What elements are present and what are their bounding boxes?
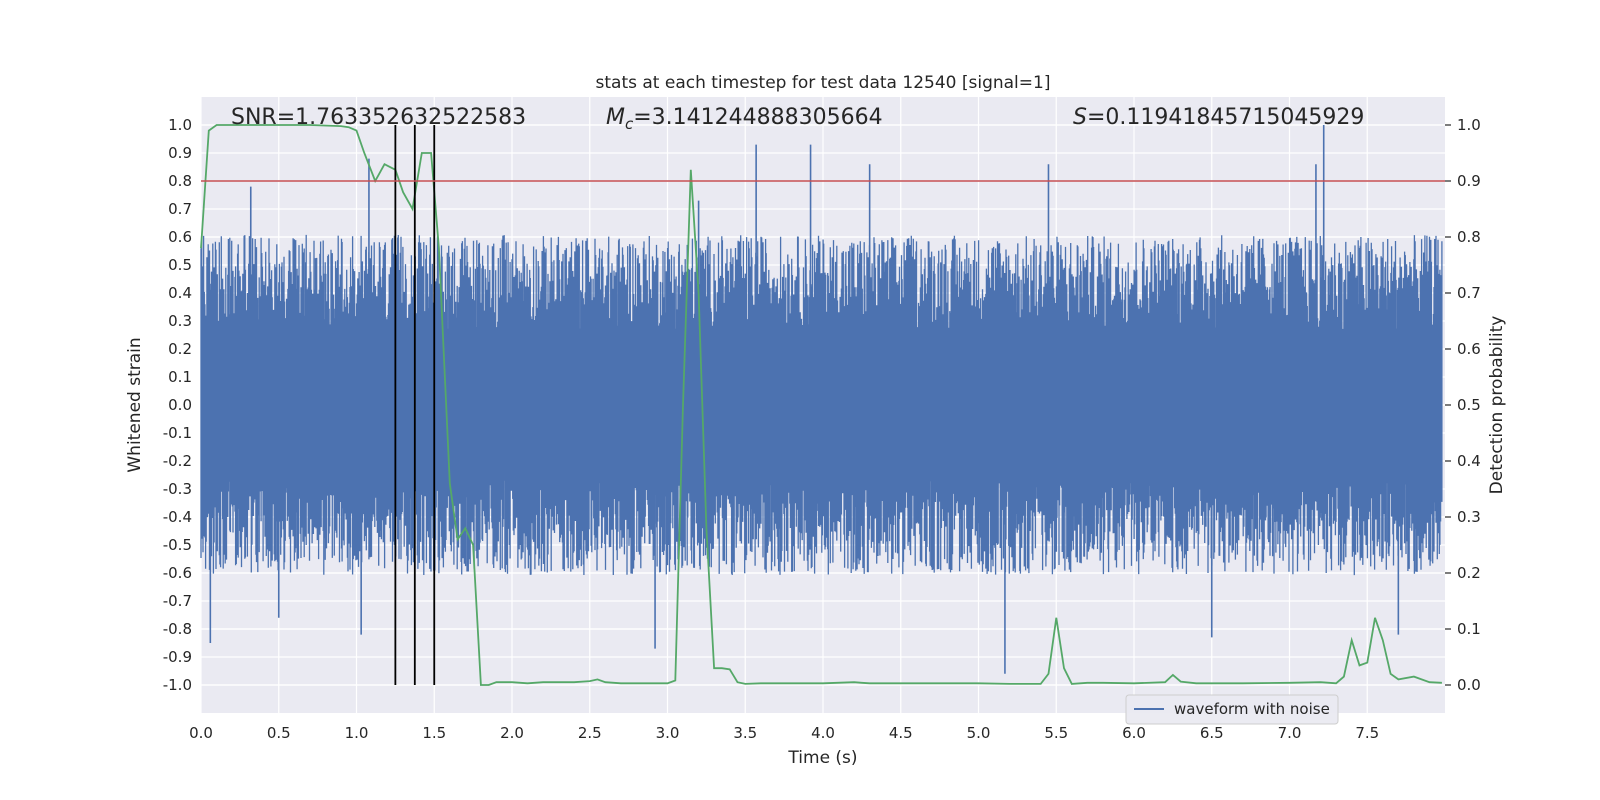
y-left-tick-label: -0.9 bbox=[163, 648, 192, 666]
legend: waveform with noise bbox=[1125, 694, 1339, 725]
y-right-tick-label: 0.4 bbox=[1457, 452, 1481, 470]
x-tick-label: 3.0 bbox=[656, 724, 680, 742]
y-right-tick-label: 0.5 bbox=[1457, 396, 1481, 414]
y-right-tick-label: 0.1 bbox=[1457, 620, 1481, 638]
mc-symbol: M bbox=[606, 105, 625, 130]
y-right-tick-label: 0.7 bbox=[1457, 284, 1481, 302]
x-tick-label: 0.0 bbox=[189, 724, 213, 742]
y-right-axis-label: Detection probability bbox=[1487, 316, 1507, 495]
y-left-tick-label: 0.5 bbox=[168, 256, 192, 274]
waveform-series bbox=[200, 125, 1443, 674]
x-axis-ticks: 0.0 0.5 1.0 1.5 2.0 2.5 3.0 3.5 4.0 4.5 5.0 5.5 6.0 6… bbox=[189, 724, 1379, 742]
x-tick-label: 3.5 bbox=[733, 724, 757, 742]
s-symbol: S bbox=[1073, 105, 1087, 130]
waveform-noise-band bbox=[200, 234, 1443, 576]
y-left-tick-label: 0.9 bbox=[168, 144, 192, 162]
y-left-tick-label: 0.0 bbox=[168, 396, 192, 414]
y-right-tick-label: 0.2 bbox=[1457, 564, 1481, 582]
y-left-tick-label: 0.4 bbox=[168, 284, 192, 302]
y-left-tick-label: -1.0 bbox=[163, 676, 192, 694]
detection-probability-line bbox=[200, 124, 1442, 686]
x-tick-label: 4.5 bbox=[889, 724, 913, 742]
x-tick-label: 6.0 bbox=[1122, 724, 1146, 742]
y-left-tick-label: -0.6 bbox=[163, 564, 192, 582]
y-left-tick-label: 0.7 bbox=[168, 200, 192, 218]
y-left-tick-label: 0.8 bbox=[168, 172, 192, 190]
y-right-tick-label: 0.3 bbox=[1457, 508, 1481, 526]
y-left-tick-label: 1.0 bbox=[168, 116, 192, 134]
y-left-tick-label: -0.8 bbox=[163, 620, 192, 638]
x-tick-label: 1.5 bbox=[422, 724, 446, 742]
detection-probability-series bbox=[200, 124, 1442, 686]
x-tick-label: 1.0 bbox=[345, 724, 369, 742]
y-right-tick-label: 0.9 bbox=[1457, 172, 1481, 190]
s-annotation: S=0.11941845715045929 bbox=[1073, 105, 1364, 130]
mc-subscript: c bbox=[625, 115, 634, 133]
x-tick-label: 6.5 bbox=[1200, 724, 1224, 742]
mc-value: =3.141244888305664 bbox=[633, 105, 882, 130]
legend-box bbox=[1125, 694, 1339, 725]
y-left-tick-label: -0.1 bbox=[163, 424, 192, 442]
y-left-tick-label: -0.5 bbox=[163, 536, 192, 554]
y-right-tick-label: 1.0 bbox=[1457, 116, 1481, 134]
y-right-tick-label: 0.6 bbox=[1457, 340, 1481, 358]
x-tick-label: 7.5 bbox=[1355, 724, 1379, 742]
x-axis-label: Time (s) bbox=[787, 748, 857, 768]
y-left-axis-ticks: 1.0 0.9 0.8 0.7 0.6 0.5 0.4 0.3 0.2 0.1 0.0 -0.1 -0.… bbox=[163, 116, 192, 694]
y-left-tick-label: 0.1 bbox=[168, 368, 192, 386]
x-tick-label: 0.5 bbox=[267, 724, 291, 742]
y-left-tick-label: 0.3 bbox=[168, 312, 192, 330]
x-tick-label: 2.5 bbox=[578, 724, 602, 742]
y-left-tick-label: -0.3 bbox=[163, 480, 192, 498]
y-right-tick-label: 0.8 bbox=[1457, 228, 1481, 246]
s-value: =0.11941845715045929 bbox=[1087, 105, 1364, 130]
chart-title: stats at each timestep for test data 125… bbox=[596, 73, 1051, 93]
y-right-tick-label: 0.0 bbox=[1457, 676, 1481, 694]
y-left-axis-label: Whitened strain bbox=[125, 337, 145, 472]
y-left-tick-label: 0.2 bbox=[168, 340, 192, 358]
x-tick-label: 7.0 bbox=[1278, 724, 1302, 742]
x-tick-label: 5.5 bbox=[1044, 724, 1068, 742]
y-left-tick-label: -0.7 bbox=[163, 592, 192, 610]
legend-label: waveform with noise bbox=[1174, 700, 1330, 718]
y-left-tick-label: -0.2 bbox=[163, 452, 192, 470]
x-tick-label: 2.0 bbox=[500, 724, 524, 742]
vertical-markers bbox=[394, 125, 436, 685]
y-left-tick-label: -0.4 bbox=[163, 508, 192, 526]
y-left-tick-label: 0.6 bbox=[168, 228, 192, 246]
snr-annotation: SNR=1.763352632522583 bbox=[231, 105, 526, 130]
x-tick-label: 4.0 bbox=[811, 724, 835, 742]
chirp-mass-annotation: Mc=3.141244888305664 bbox=[606, 105, 883, 133]
x-tick-label: 5.0 bbox=[967, 724, 991, 742]
y-right-axis-ticks: 1.0 0.9 0.8 0.7 0.6 0.5 0.4 0.3 0.2 0.1 0.0 bbox=[1445, 116, 1481, 694]
